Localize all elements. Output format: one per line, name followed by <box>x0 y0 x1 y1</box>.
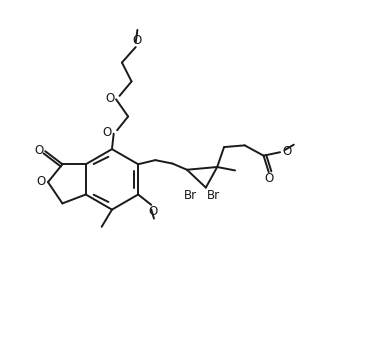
Text: O: O <box>105 92 114 105</box>
Text: O: O <box>282 145 291 158</box>
Text: Br: Br <box>207 189 220 202</box>
Text: O: O <box>34 144 43 157</box>
Text: O: O <box>132 34 141 47</box>
Text: Br: Br <box>184 189 197 202</box>
Text: O: O <box>37 175 46 188</box>
Text: O: O <box>102 127 112 139</box>
Text: O: O <box>264 172 274 185</box>
Text: O: O <box>149 205 158 218</box>
